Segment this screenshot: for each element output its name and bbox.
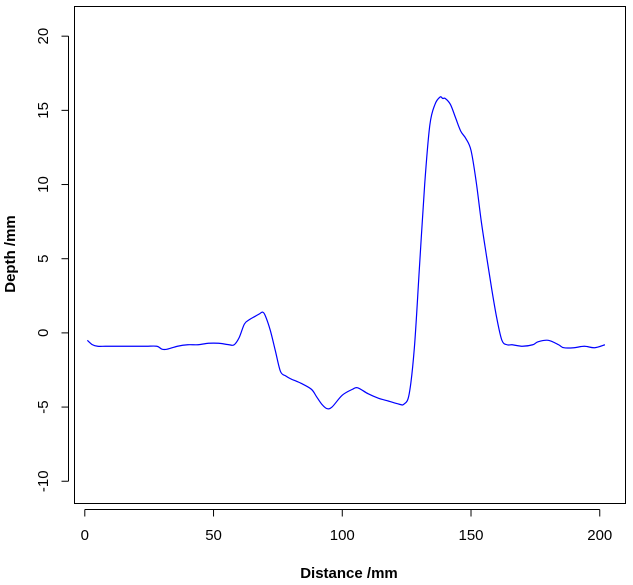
depth-profile-line [86, 96, 606, 410]
y-tick-label: -5 [35, 400, 52, 413]
series-layer [86, 96, 606, 410]
y-axis-label: Depth /mm [2, 215, 19, 293]
y-tick-label: 10 [35, 176, 52, 193]
x-tick-label: 50 [205, 527, 222, 544]
plot-frame [74, 6, 626, 504]
x-axis-label: Distance /mm [300, 565, 398, 582]
y-axis: -10 -5 0 5 10 15 20 [35, 28, 69, 492]
x-tick-label: 200 [587, 527, 612, 544]
x-axis: 0 50 100 150 200 [81, 509, 612, 544]
y-tick-label: -10 [35, 470, 52, 492]
y-tick-label: 20 [35, 28, 52, 45]
x-tick-label: 150 [458, 527, 483, 544]
x-tick-label: 100 [330, 527, 355, 544]
y-tick-label: 5 [35, 255, 52, 263]
y-tick-label: 0 [35, 329, 52, 337]
x-tick-label: 0 [81, 527, 89, 544]
y-tick-label: 15 [35, 102, 52, 119]
